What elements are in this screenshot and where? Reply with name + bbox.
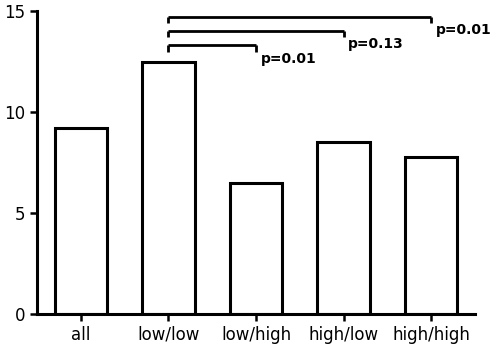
- Bar: [54, 128, 107, 314]
- Bar: [405, 157, 458, 314]
- Bar: [230, 183, 282, 314]
- Bar: [318, 142, 370, 314]
- Text: p=0.01: p=0.01: [260, 52, 316, 65]
- Text: p=0.13: p=0.13: [348, 38, 404, 52]
- Text: p=0.01: p=0.01: [436, 23, 492, 37]
- Bar: [142, 62, 195, 314]
